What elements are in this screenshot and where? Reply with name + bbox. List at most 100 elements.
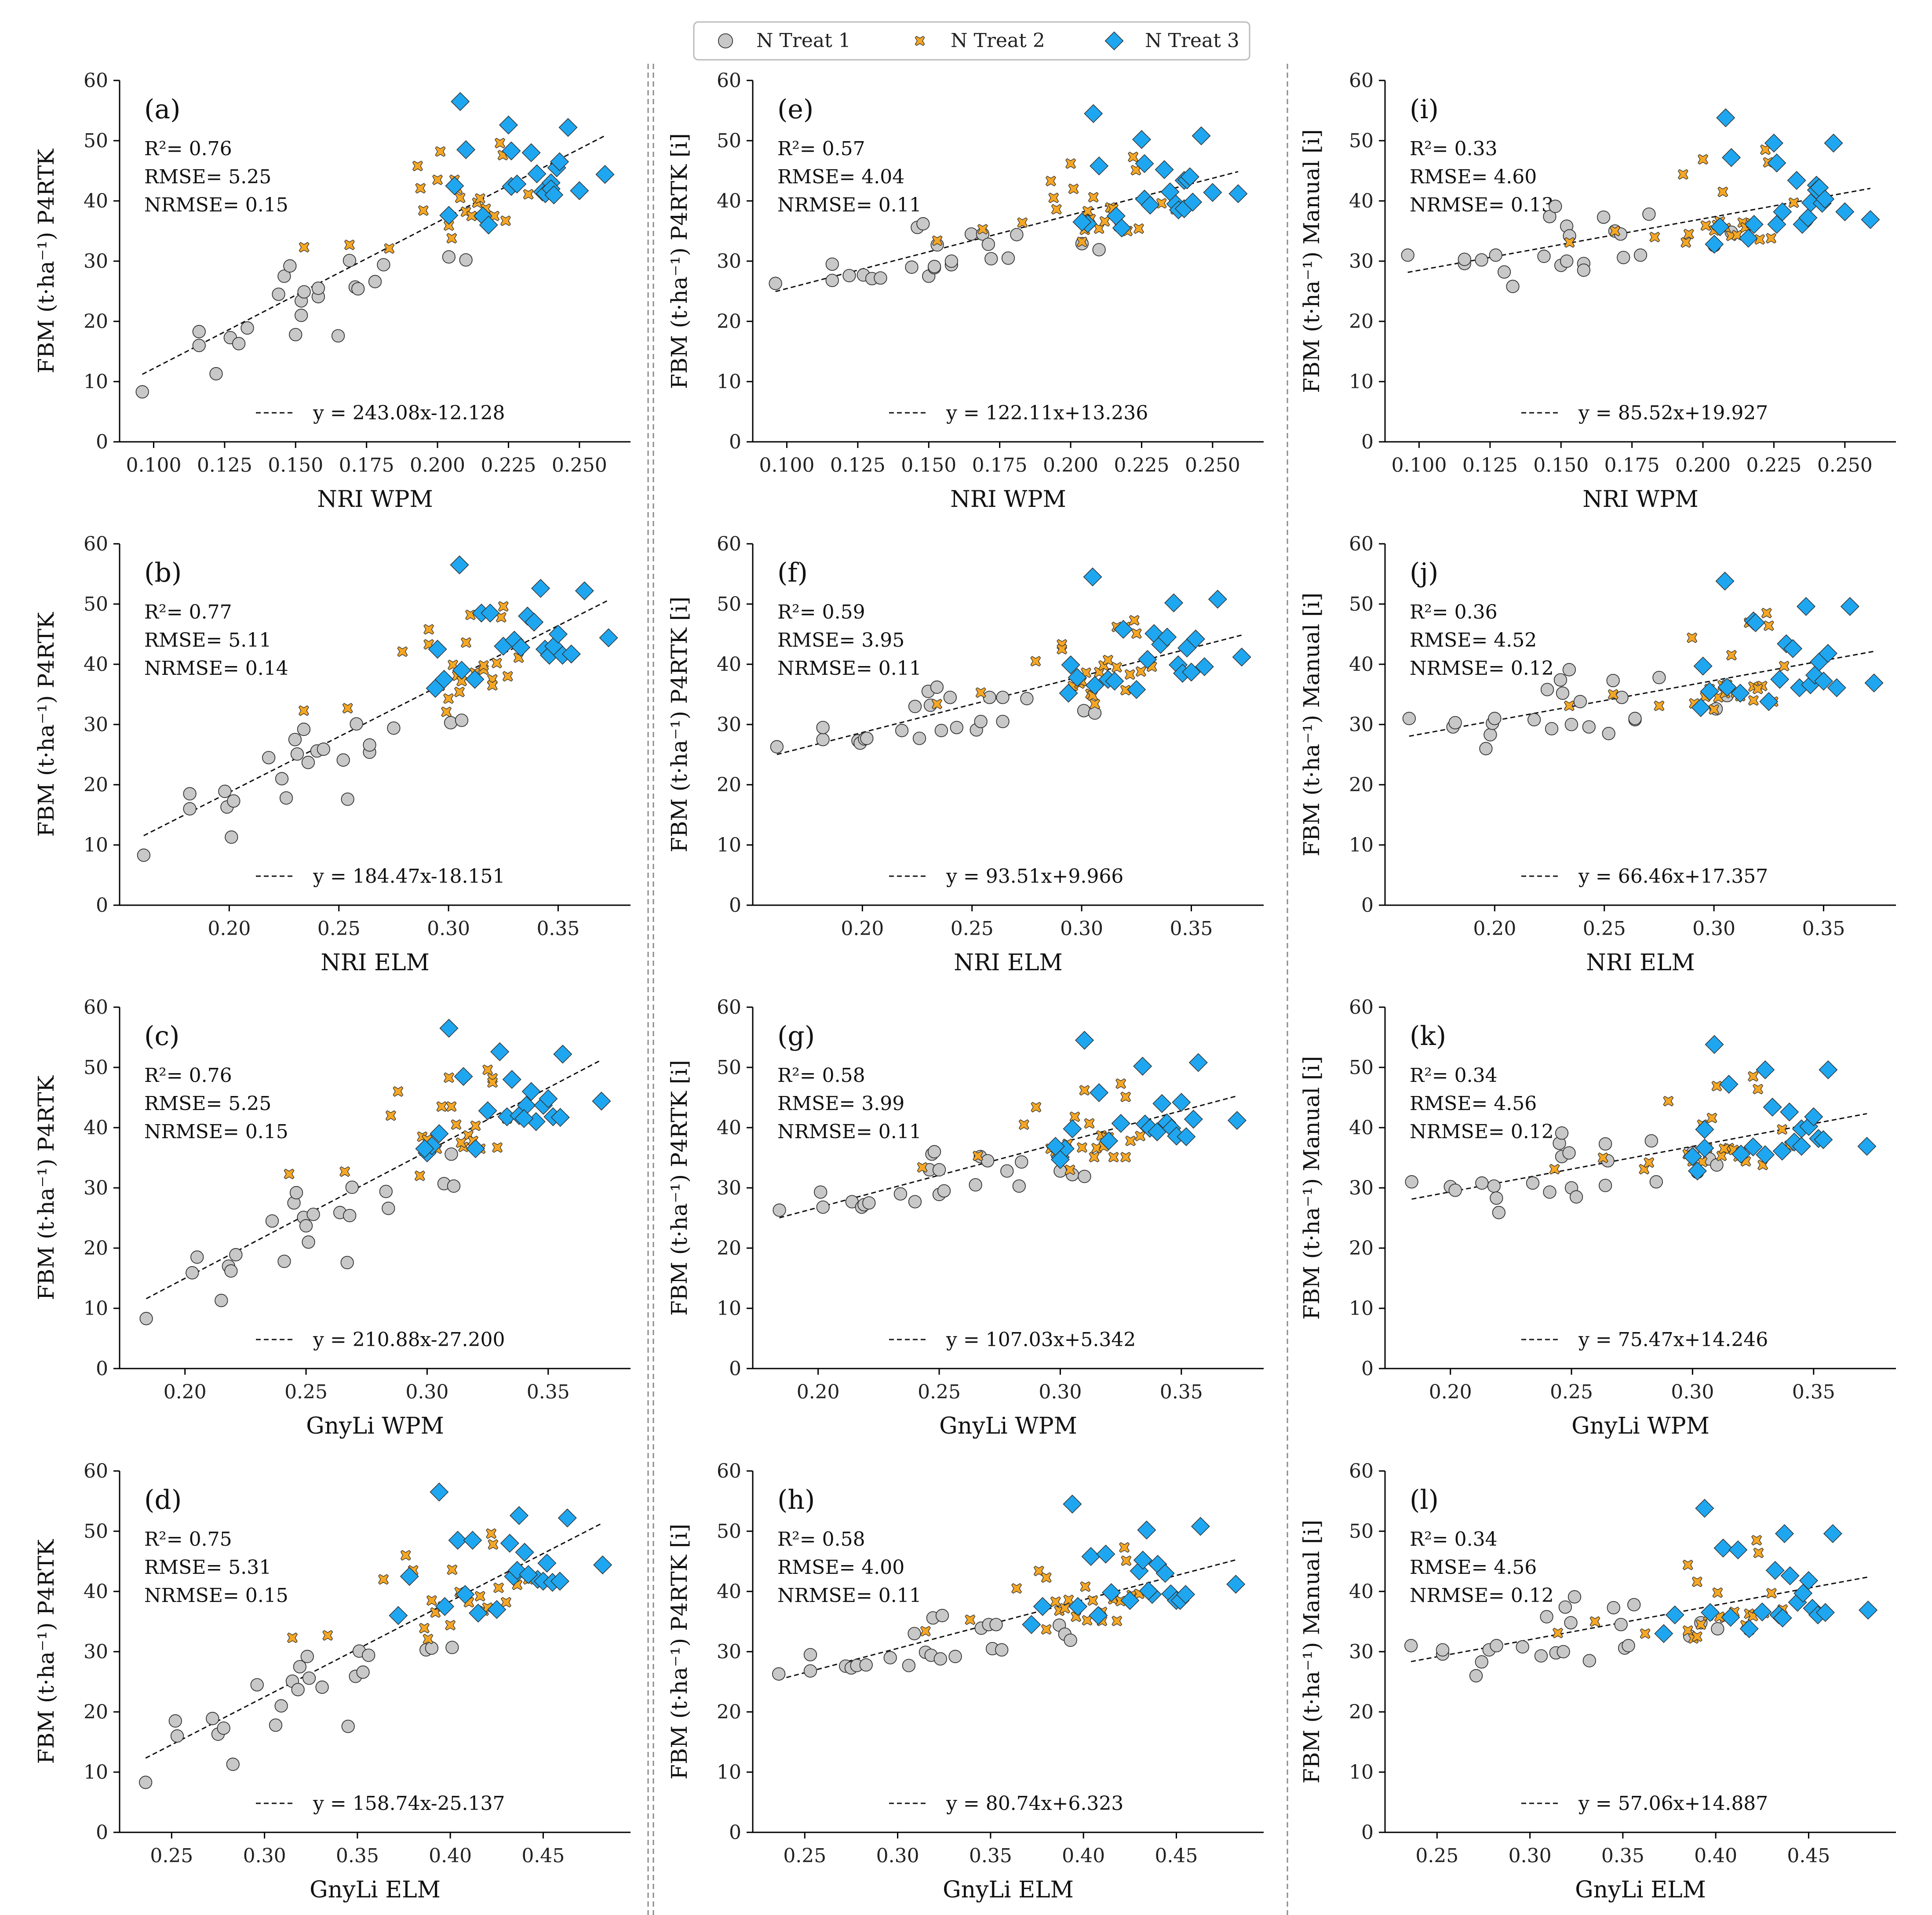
rmse-text: RMSE= 4.56 <box>1410 1092 1537 1115</box>
legend-marker-x <box>915 36 925 46</box>
point-treat-1 <box>250 1678 264 1692</box>
point-treat-3 <box>478 1101 497 1121</box>
point-treat-1 <box>455 714 469 727</box>
point-treat-3 <box>1135 154 1154 173</box>
y-tick-label: 20 <box>717 1701 741 1723</box>
nrmse-text: NRMSE= 0.12 <box>1410 1121 1554 1143</box>
panel: 0 10 20 30 40 50 60 0.20 0.25 0.30 0.35 GnyLi WPM FB… <box>1299 996 1896 1439</box>
point-treat-1 <box>1078 1169 1091 1183</box>
point-treat-2 <box>1663 1096 1674 1107</box>
y-tick-label: 30 <box>717 250 741 273</box>
point-treat-2 <box>1608 689 1619 700</box>
point-treat-3 <box>1072 212 1092 232</box>
y-axis-label: FBM (t·ha⁻¹) Manual [i] <box>1299 1520 1324 1784</box>
point-treat-1 <box>229 1248 243 1262</box>
x-axis-label: NRI ELM <box>954 950 1062 976</box>
point-treat-2 <box>474 193 485 204</box>
point-treat-1 <box>948 1649 962 1664</box>
point-treat-2 <box>287 1632 298 1643</box>
point-treat-2 <box>1087 1595 1098 1606</box>
point-treat-3 <box>1805 666 1825 685</box>
point-treat-3 <box>1081 1547 1101 1566</box>
y-tick-label: 50 <box>1349 593 1374 615</box>
y-axis-label: FBM (t·ha⁻¹) Manual [i] <box>1299 129 1324 393</box>
point-treat-3 <box>1861 210 1880 229</box>
point-treat-1 <box>345 1180 359 1194</box>
point-treat-1 <box>444 716 458 730</box>
point-treat-3 <box>466 1139 485 1158</box>
point-treat-2 <box>1677 169 1688 180</box>
panel-letter: (a) <box>144 94 181 125</box>
point-treat-3 <box>1798 208 1818 227</box>
rmse-text: RMSE= 3.95 <box>777 629 904 652</box>
point-treat-1 <box>874 271 887 285</box>
point-treat-1 <box>803 1648 817 1662</box>
point-treat-3 <box>1141 196 1160 215</box>
panel: 0 10 20 30 40 50 60 0.20 0.25 0.30 0.35 GnyLi WPM FB… <box>33 996 631 1439</box>
y-tick-label: 40 <box>717 1117 741 1139</box>
x-tick-label: 0.250 <box>1817 454 1873 477</box>
point-treat-3 <box>454 1067 473 1086</box>
point-treat-1 <box>927 1145 941 1158</box>
x-axis-label: NRI WPM <box>950 486 1066 513</box>
point-treat-2 <box>1112 1616 1123 1627</box>
point-treat-3 <box>521 1082 541 1101</box>
x-tick-label: 0.250 <box>552 454 607 477</box>
y-tick-label: 0 <box>729 894 741 917</box>
point-treat-1 <box>1652 670 1666 684</box>
point-treat-1 <box>1556 686 1570 700</box>
y-tick-label: 0 <box>96 431 108 453</box>
x-tick-label: 0.125 <box>197 454 252 477</box>
point-treat-1 <box>274 1699 288 1713</box>
point-treat-2 <box>1119 1542 1130 1553</box>
point-treat-3 <box>1814 1130 1833 1149</box>
point-treat-3 <box>1227 1111 1247 1130</box>
point-treat-3 <box>527 164 547 183</box>
point-treat-1 <box>1602 727 1615 740</box>
point-treat-1 <box>1516 1640 1529 1654</box>
r2-text: R²= 0.76 <box>144 1064 232 1087</box>
point-treat-1 <box>459 253 473 267</box>
point-treat-3 <box>500 1533 519 1553</box>
point-treat-1 <box>1597 210 1611 224</box>
point-treat-1 <box>1404 1639 1418 1653</box>
y-axis-label: FBM (t·ha⁻¹) P4RTK [i] <box>667 597 692 852</box>
point-treat-3 <box>1096 1544 1115 1564</box>
point-treat-3 <box>439 206 459 225</box>
nrmse-text: NRMSE= 0.15 <box>144 1584 288 1607</box>
point-treat-3 <box>439 1019 459 1038</box>
equation-text: y = 184.47x-18.151 <box>313 865 505 888</box>
x-tick-label: 0.250 <box>1185 454 1240 477</box>
point-treat-1 <box>265 1214 279 1228</box>
point-treat-2 <box>1088 192 1099 203</box>
point-treat-2 <box>418 205 429 216</box>
point-treat-3 <box>1050 1150 1070 1169</box>
y-tick-label: 50 <box>84 1520 108 1543</box>
point-treat-2 <box>1068 183 1079 194</box>
y-tick-label: 10 <box>84 834 108 856</box>
x-tick-label: 0.30 <box>1060 917 1103 940</box>
point-treat-1 <box>1564 717 1578 732</box>
y-tick-label: 10 <box>84 371 108 393</box>
panel-letter: (i) <box>1410 94 1439 125</box>
point-treat-1 <box>279 791 293 805</box>
point-treat-3 <box>1721 1608 1740 1627</box>
fit-line <box>145 1522 603 1759</box>
point-treat-1 <box>226 1758 240 1771</box>
point-treat-3 <box>550 1572 569 1591</box>
point-treat-1 <box>269 1718 283 1732</box>
rmse-text: RMSE= 5.25 <box>144 1092 271 1115</box>
point-treat-3 <box>1683 1147 1702 1166</box>
point-treat-1 <box>295 309 308 322</box>
points-group <box>772 1494 1246 1681</box>
point-treat-3 <box>481 603 500 623</box>
equation-text: y = 210.88x-27.200 <box>313 1329 505 1351</box>
point-treat-2 <box>1076 237 1087 248</box>
x-tick-label: 0.40 <box>429 1845 472 1867</box>
point-treat-3 <box>1700 682 1719 701</box>
point-treat-1 <box>1489 248 1502 262</box>
r2-text: R²= 0.34 <box>1410 1064 1498 1087</box>
point-treat-1 <box>1545 722 1559 735</box>
point-treat-3 <box>1840 597 1859 616</box>
point-treat-2 <box>1712 1587 1723 1598</box>
